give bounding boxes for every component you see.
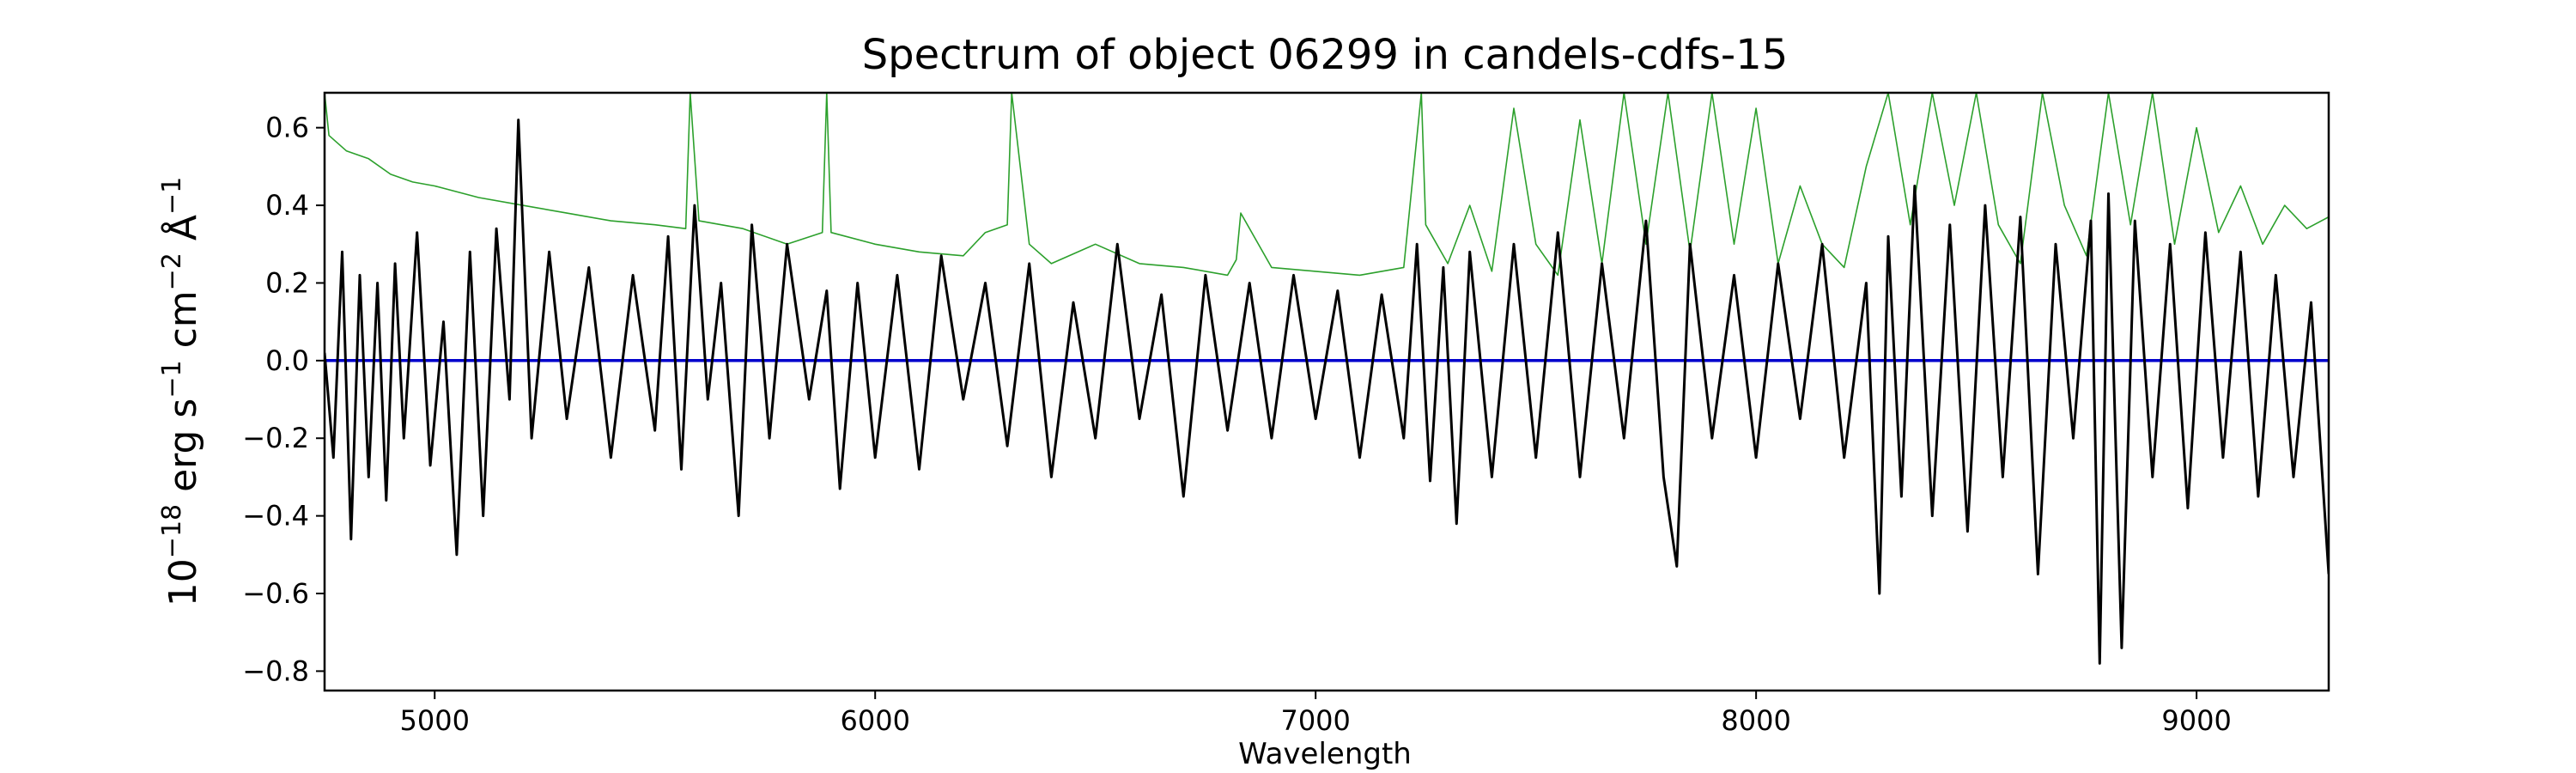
y-tick-label: 0.2	[265, 266, 309, 299]
y-label-part1: erg s	[161, 399, 205, 504]
y-label-part3: Å	[160, 215, 205, 253]
y-tick-label: −0.6	[242, 577, 309, 610]
y-label-exp2: −1	[157, 360, 187, 398]
y-tick-label: 0.0	[265, 344, 309, 377]
y-tick-label: −0.4	[242, 500, 309, 533]
flux-series-line	[325, 119, 2329, 665]
x-tick-label: 6000	[840, 704, 909, 737]
x-tick-label: 7000	[1280, 704, 1350, 737]
y-tick-label: −0.2	[242, 422, 309, 454]
y-label-exp4: −1	[157, 177, 187, 215]
noise-series-line	[325, 93, 2329, 277]
x-axis-label: Wavelength	[1238, 737, 1412, 771]
y-label-exp3: −2	[157, 253, 187, 290]
x-tick-label: 8000	[1721, 704, 1790, 737]
x-tick-label: 5000	[400, 704, 470, 737]
x-axis-ticks: 5000 6000 7000 8000 9000	[400, 691, 2232, 737]
y-label-base: 10	[161, 558, 205, 606]
y-label-part2: cm	[161, 290, 205, 360]
y-tick-label: −0.8	[242, 654, 309, 687]
y-axis-label: 10−18 erg s−1 cm−2 Å−1	[157, 177, 205, 606]
series-layer	[325, 93, 2329, 665]
chart-title: Spectrum of object 06299 in candels-cdfs…	[862, 31, 1789, 79]
y-axis-ticks: −0.8 −0.6 −0.4 −0.2 0.0 0.2 0.4 0.6	[242, 112, 325, 687]
y-label-exp1: −18	[157, 504, 187, 558]
plot-frame	[323, 91, 2330, 692]
x-tick-label: 9000	[2161, 704, 2231, 737]
y-tick-label: 0.6	[265, 112, 309, 144]
y-tick-label: 0.4	[265, 189, 309, 222]
